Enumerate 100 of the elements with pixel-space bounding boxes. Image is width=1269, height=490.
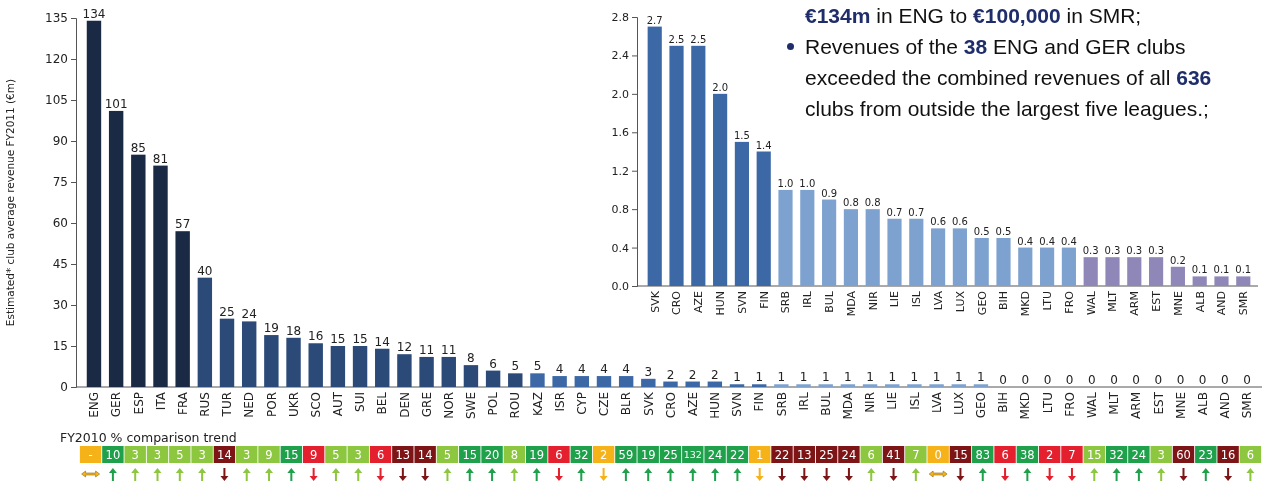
text: 25 (819, 447, 834, 462)
data-label: 2 (711, 367, 719, 382)
x-tick-label: FRO (1062, 290, 1076, 314)
y-tick-label: 30 (52, 298, 68, 313)
data-label: 2 (666, 367, 675, 382)
x-tick-label: AND (1215, 291, 1229, 316)
x-tick-label: FIN (752, 392, 767, 412)
x-tick-label: LTU (1040, 291, 1054, 311)
x-tick-label: MDA (844, 290, 858, 317)
text: 6 (867, 447, 875, 462)
text: 22 (774, 447, 790, 462)
x-tick-label: LVA (931, 290, 945, 311)
x-tick-label: MDA (841, 391, 856, 420)
data-label: 0.9 (821, 187, 838, 199)
text: 9 (265, 447, 273, 462)
data-label: 0 (1021, 373, 1030, 387)
x-tick-label: SVK (648, 290, 662, 313)
x-tick-label: NIR (863, 392, 878, 413)
data-label: 1 (910, 370, 919, 385)
y-tick-label: 0.8 (611, 203, 629, 217)
data-label: 1 (755, 370, 764, 385)
x-tick-label: ENG (87, 392, 102, 418)
text: 6 (1246, 447, 1255, 462)
x-tick-label: EST (1151, 391, 1166, 415)
x-tick-label: IRL (801, 290, 815, 309)
bar (713, 93, 728, 286)
y-tick-label: 2.0 (611, 87, 629, 101)
x-tick-label: RUS (198, 392, 213, 417)
data-label: 1.4 (755, 139, 772, 151)
text: 22 (730, 447, 745, 462)
bar (108, 110, 124, 387)
bar (330, 346, 346, 387)
x-tick-label: SCO (308, 392, 323, 418)
bar (929, 384, 944, 387)
bar (241, 321, 257, 387)
data-label: 12 (396, 340, 413, 355)
text: - (88, 447, 93, 462)
bar (774, 384, 789, 387)
data-label: 1.0 (799, 177, 816, 189)
y-axis-title: Estimated* club average revenue FY2011 (€m) (4, 78, 16, 327)
data-label: 2.0 (712, 81, 729, 93)
x-tick-label: GEO (975, 290, 989, 316)
text: 9 (309, 447, 318, 462)
bar (352, 346, 368, 387)
data-label: 11 (418, 342, 435, 357)
x-tick-label: SMR (1237, 290, 1251, 316)
text: 10 (105, 447, 121, 462)
x-tick-label: CYP (575, 392, 589, 415)
data-label: 0.8 (864, 197, 881, 209)
annotation: €134m in ENG to €100,000 in SMR; (805, 4, 1142, 27)
bar (843, 209, 858, 286)
bar (441, 356, 456, 387)
x-tick-label: EST (1149, 290, 1163, 312)
text: 15 (1086, 447, 1102, 462)
text: 24 (707, 447, 723, 462)
x-tick-label: KAZ (530, 392, 545, 417)
x-tick-label: MNE (1173, 392, 1188, 419)
x-tick-label: WAL (1084, 290, 1098, 315)
text: 5 (176, 447, 184, 462)
bar (931, 228, 946, 286)
data-label: 81 (152, 151, 169, 166)
bar (800, 189, 815, 286)
text: 3 (243, 447, 251, 462)
x-tick-label: AND (1218, 392, 1233, 419)
data-label: 0 (1065, 373, 1074, 387)
bar (865, 209, 880, 286)
bar (1149, 257, 1164, 286)
bar (669, 45, 684, 286)
data-label: 1 (866, 370, 874, 385)
x-tick-label: IRL (796, 391, 811, 411)
bar (1040, 247, 1055, 286)
text: 20 (484, 447, 500, 462)
data-label: 0 (1243, 373, 1251, 387)
text: 2 (599, 447, 608, 462)
bar (952, 228, 967, 286)
data-label: 0.1 (1191, 264, 1208, 276)
x-tick-label: SUI (353, 392, 368, 412)
data-label: 1 (932, 370, 941, 385)
data-label: 0.3 (1126, 245, 1143, 257)
y-tick-label: 0 (60, 380, 68, 395)
y-tick-label: 120 (45, 52, 68, 67)
x-tick-label: ISL (910, 290, 924, 308)
text: 3 (153, 447, 162, 462)
data-label: 3 (644, 364, 653, 379)
x-tick-label: FRA (175, 391, 190, 415)
data-label: 0.4 (1060, 235, 1077, 247)
data-label: 24 (241, 307, 257, 322)
bar (419, 356, 434, 387)
x-tick-label: CRO (663, 392, 678, 419)
x-tick-label: LTU (1040, 392, 1055, 414)
data-label: 0.3 (1082, 245, 1099, 257)
x-tick-label: MKD (1019, 291, 1033, 317)
text: 15 (953, 447, 968, 462)
data-label: 4 (577, 362, 586, 377)
x-tick-label: FIN (757, 291, 771, 309)
data-label: 15 (352, 332, 368, 346)
data-label: 0.1 (1235, 264, 1252, 276)
bar (756, 151, 771, 286)
text: 41 (886, 447, 901, 462)
bar (818, 384, 833, 387)
